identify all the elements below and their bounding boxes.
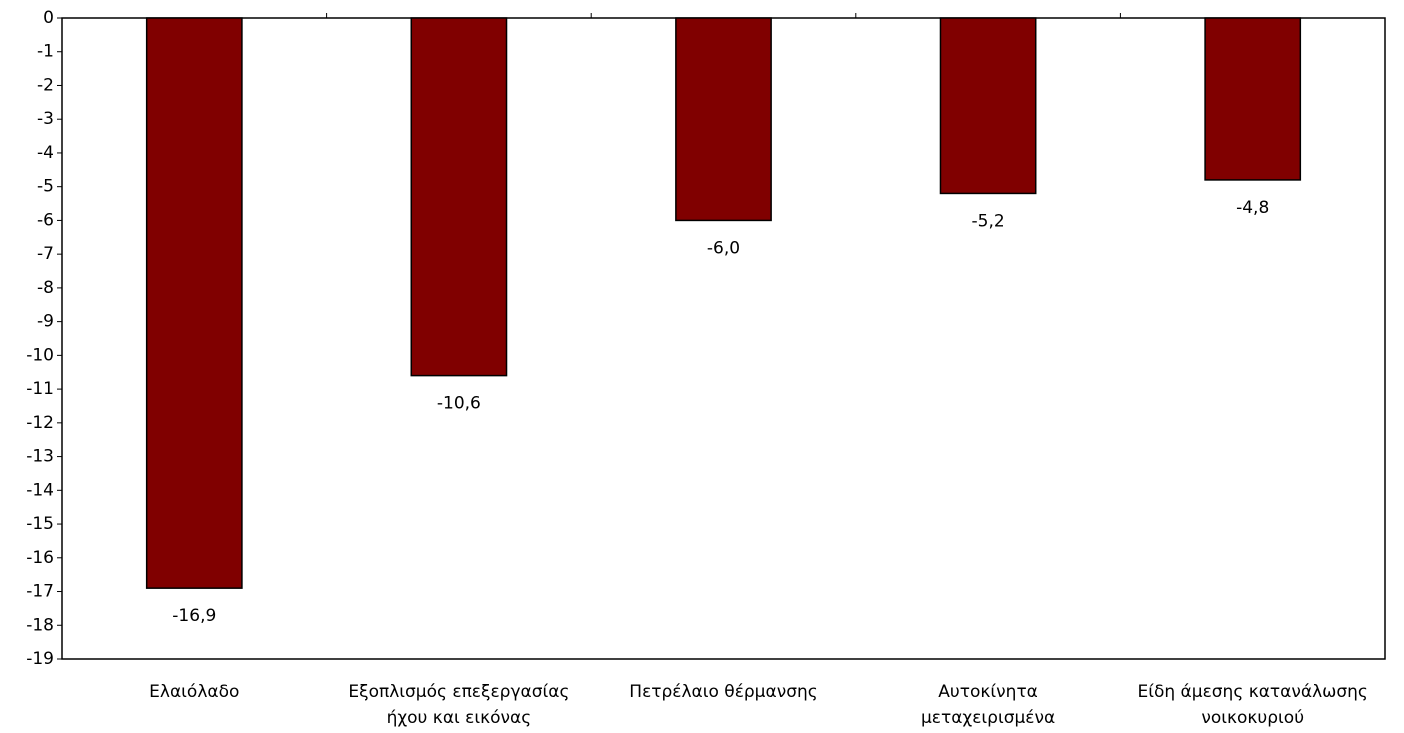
- y-tick-label: -19: [26, 649, 54, 669]
- y-tick-label: -15: [26, 514, 54, 534]
- bar: [675, 17, 772, 222]
- value-label: -4,8: [1236, 198, 1269, 218]
- y-tick-label: -6: [37, 210, 54, 230]
- y-tick-label: -18: [26, 615, 54, 635]
- y-tick-label: -16: [26, 548, 54, 568]
- y-tick-label: -3: [37, 109, 54, 129]
- y-tick-label: -9: [37, 312, 54, 332]
- bar: [1204, 17, 1302, 181]
- value-label: -16,9: [172, 606, 216, 626]
- x-tick-label: Εξοπλισμός επεξεργασίας ήχου και εικόνας: [348, 682, 569, 728]
- y-tick-label: -11: [26, 379, 54, 399]
- bar: [145, 17, 243, 589]
- x-tick-label: Είδη άμεσης κατανάλωσης νοικοκυριού: [1137, 682, 1367, 728]
- y-tick-label: -8: [37, 278, 54, 298]
- bar: [410, 17, 508, 377]
- y-tick-label: -7: [37, 244, 54, 264]
- y-tick-label: -10: [26, 345, 54, 365]
- y-tick-label: 0: [43, 8, 54, 28]
- y-tick-label: -1: [37, 42, 54, 62]
- y-tick-label: -17: [26, 582, 54, 602]
- y-tick-label: -13: [26, 447, 54, 467]
- bar: [939, 17, 1037, 195]
- y-tick-label: -5: [37, 177, 54, 197]
- y-tick-label: -12: [26, 413, 54, 433]
- x-tick-label: Ελαιόλαδο: [149, 682, 239, 702]
- y-tick-label: -4: [37, 143, 54, 163]
- x-tick-label: Αυτοκίνητα μεταχειρισμένα: [921, 682, 1055, 728]
- x-tick-label: Πετρέλαιο θέρμανσης: [629, 682, 817, 702]
- value-label: -10,6: [437, 394, 481, 414]
- value-label: -5,2: [972, 211, 1005, 231]
- value-label: -6,0: [707, 238, 740, 258]
- y-tick-label: -14: [26, 480, 54, 500]
- y-tick-label: -2: [37, 75, 54, 95]
